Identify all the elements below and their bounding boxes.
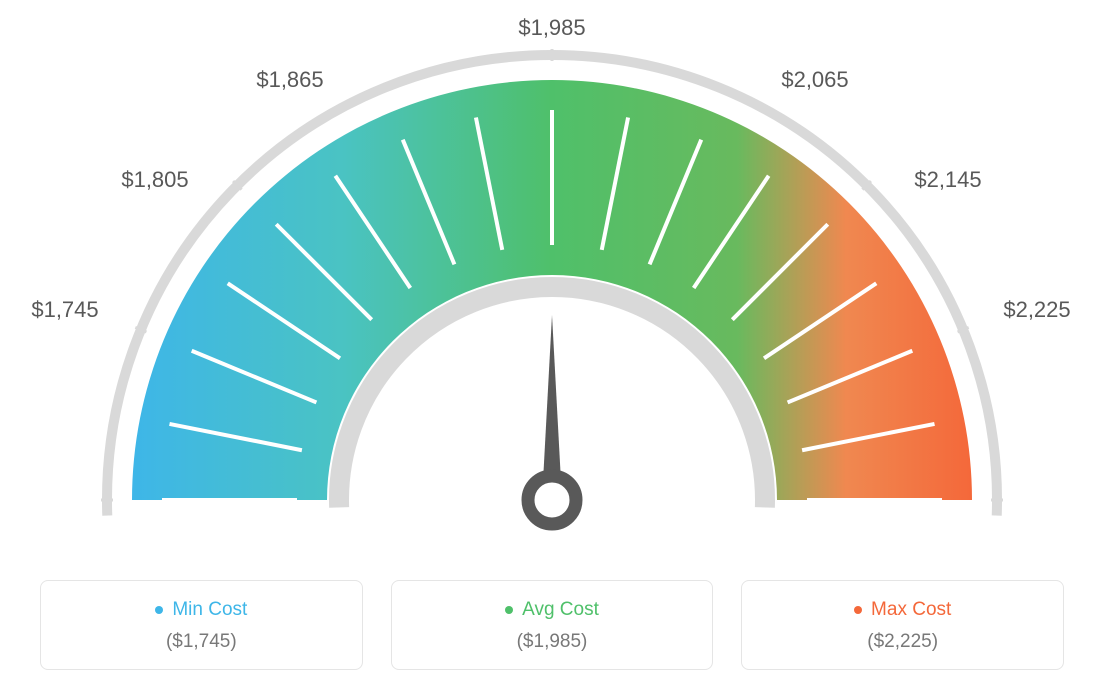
legend-value-max: ($2,225) bbox=[752, 631, 1053, 653]
legend-value-min: ($1,745) bbox=[51, 631, 352, 653]
legend-label-text: Max Cost bbox=[871, 599, 951, 621]
dot-icon bbox=[505, 606, 513, 614]
cost-gauge: $1,745 $1,805 $1,865 $1,985 $2,065 $2,145 $2,2… bbox=[0, 0, 1104, 560]
legend-label-text: Min Cost bbox=[172, 599, 247, 621]
dot-icon bbox=[854, 606, 862, 614]
gauge-tick-label: $1,805 bbox=[121, 167, 188, 193]
legend-card-max: Max Cost ($2,225) bbox=[741, 580, 1064, 670]
dot-icon bbox=[155, 606, 163, 614]
gauge-tick-label: $2,225 bbox=[1003, 297, 1070, 323]
legend-label-max: Max Cost bbox=[854, 599, 951, 621]
gauge-tick-label: $1,745 bbox=[31, 297, 98, 323]
legend-label-avg: Avg Cost bbox=[505, 599, 599, 621]
gauge-hub bbox=[528, 476, 576, 524]
legend-card-avg: Avg Cost ($1,985) bbox=[391, 580, 714, 670]
legend-card-min: Min Cost ($1,745) bbox=[40, 580, 363, 670]
gauge-tick-label: $2,065 bbox=[781, 67, 848, 93]
gauge-tick-label: $1,865 bbox=[256, 67, 323, 93]
legend-row: Min Cost ($1,745) Avg Cost ($1,985) Max … bbox=[40, 580, 1064, 670]
legend-label-text: Avg Cost bbox=[522, 599, 599, 621]
legend-value-avg: ($1,985) bbox=[402, 631, 703, 653]
gauge-svg bbox=[0, 0, 1104, 560]
gauge-tick-label: $1,985 bbox=[518, 15, 585, 41]
legend-label-min: Min Cost bbox=[155, 599, 247, 621]
gauge-tick-label: $2,145 bbox=[914, 167, 981, 193]
